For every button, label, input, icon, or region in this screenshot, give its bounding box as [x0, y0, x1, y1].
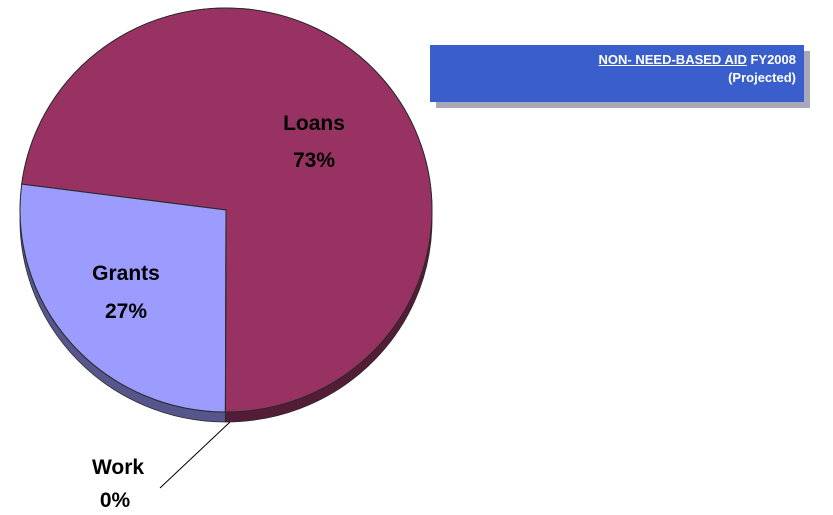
slice-label-work: Work	[92, 456, 144, 479]
slice-loans	[21, 7, 433, 413]
chart-subtitle: (Projected)	[728, 70, 796, 85]
slice-value-loans: 73%	[293, 149, 335, 172]
pie-slices	[19, 7, 433, 413]
slice-value-work: 0%	[100, 489, 131, 512]
chart-title-underlined: NON- NEED-BASED AID	[598, 52, 747, 67]
work-leader-line	[159, 421, 231, 489]
slice-work	[224, 209, 227, 413]
slice-label-grants: Grants	[92, 262, 160, 285]
chart-title-box: NON- NEED-BASED AID FY2008 (Projected)	[430, 45, 804, 102]
chart-title-line: NON- NEED-BASED AID FY2008	[430, 51, 796, 69]
slice-label-loans: Loans	[283, 112, 345, 135]
chart-title-year: FY2008	[746, 52, 796, 67]
slice-value-grants: 27%	[105, 300, 147, 323]
slice-grants	[19, 183, 227, 413]
